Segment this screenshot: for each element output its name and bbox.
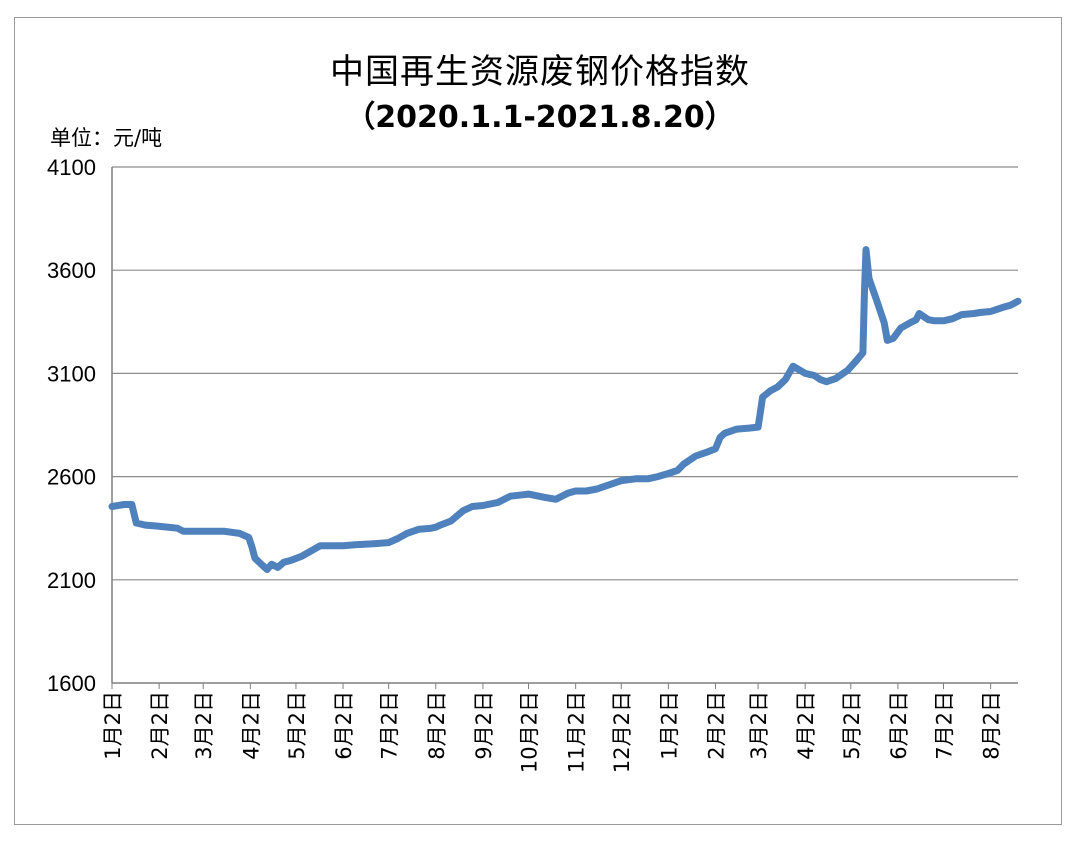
x-tick-label: 4月2日 [239, 691, 263, 760]
x-tick-label: 2月2日 [148, 691, 172, 760]
x-tick-label: 1月2日 [657, 691, 681, 760]
unit-label: 单位：元/吨 [50, 126, 163, 150]
chart-subtitle: （2020.1.1-2021.8.20） [345, 100, 735, 135]
x-tick-label: 5月2日 [840, 691, 864, 760]
x-tick-label: 7月2日 [378, 691, 402, 760]
x-tick-label: 4月2日 [794, 691, 818, 760]
x-tick-label: 8月2日 [425, 691, 449, 760]
y-tick-label: 1600 [47, 671, 96, 696]
x-tick-label: 12月2日 [610, 691, 634, 773]
y-tick-label: 3100 [47, 361, 96, 386]
y-tick-label: 2100 [47, 568, 96, 593]
chart-title: 中国再生资源废钢价格指数 [330, 52, 750, 92]
y-tick-label: 4100 [47, 155, 96, 180]
x-tick-label: 8月2日 [980, 691, 1004, 760]
x-tick-label: 10月2日 [518, 691, 542, 773]
x-tick-label: 2月2日 [704, 691, 728, 760]
y-tick-label: 3600 [47, 258, 96, 283]
chart-frame [14, 17, 1062, 825]
x-tick-label: 11月2日 [565, 691, 589, 773]
x-tick-label: 3月2日 [192, 691, 216, 760]
y-tick-label: 2600 [47, 465, 96, 490]
x-tick-label: 6月2日 [887, 691, 911, 760]
x-tick-label: 3月2日 [747, 691, 771, 760]
x-tick-label: 6月2日 [332, 691, 356, 760]
x-tick-label: 5月2日 [285, 691, 309, 760]
x-tick-label: 9月2日 [472, 691, 496, 760]
x-tick-label: 7月2日 [933, 691, 957, 760]
series-line [108, 246, 1022, 573]
x-tick-label: 1月2日 [101, 691, 125, 760]
